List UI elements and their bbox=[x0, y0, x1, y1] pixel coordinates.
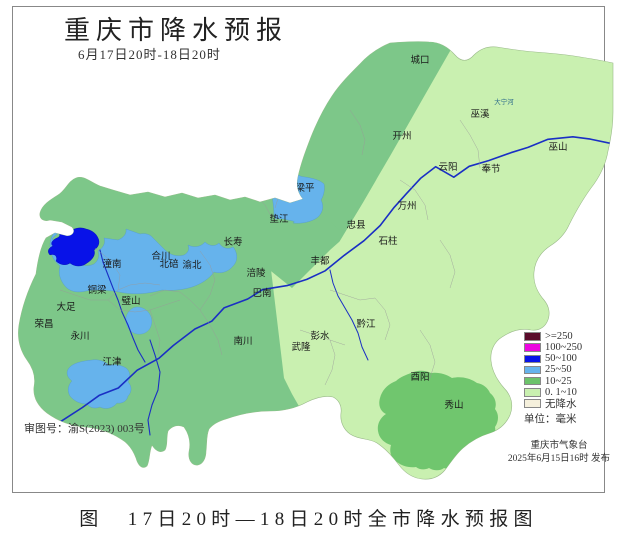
svg-text:忠县: 忠县 bbox=[346, 220, 365, 231]
svg-text:秀山: 秀山 bbox=[444, 399, 463, 411]
svg-text:永川: 永川 bbox=[70, 330, 89, 342]
svg-text:万州: 万州 bbox=[397, 201, 416, 212]
svg-text:彭水: 彭水 bbox=[310, 330, 330, 342]
svg-text:渝北: 渝北 bbox=[182, 259, 202, 271]
svg-text:石柱: 石柱 bbox=[378, 235, 398, 247]
svg-text:巴南: 巴南 bbox=[252, 287, 271, 299]
svg-text:巫溪: 巫溪 bbox=[470, 108, 490, 120]
svg-text:合川: 合川 bbox=[151, 250, 170, 262]
svg-text:奉节: 奉节 bbox=[481, 163, 500, 175]
svg-text:铜梁: 铜梁 bbox=[87, 284, 107, 296]
svg-text:武隆: 武隆 bbox=[291, 341, 311, 353]
svg-text:南川: 南川 bbox=[233, 335, 252, 347]
svg-text:荣昌: 荣昌 bbox=[34, 318, 53, 330]
svg-text:大足: 大足 bbox=[56, 301, 76, 313]
svg-text:大宁河: 大宁河 bbox=[494, 97, 514, 106]
svg-text:城口: 城口 bbox=[410, 55, 429, 66]
svg-text:黔江: 黔江 bbox=[356, 318, 376, 330]
svg-text:涪陵: 涪陵 bbox=[246, 267, 266, 279]
svg-text:潼南: 潼南 bbox=[102, 258, 121, 270]
svg-text:璧山: 璧山 bbox=[121, 295, 140, 307]
svg-text:长寿: 长寿 bbox=[223, 236, 242, 248]
svg-text:开州: 开州 bbox=[392, 131, 411, 142]
svg-text:江津: 江津 bbox=[102, 357, 122, 368]
svg-text:云阳: 云阳 bbox=[438, 162, 457, 173]
svg-text:垫江: 垫江 bbox=[269, 213, 289, 225]
svg-text:酉阳: 酉阳 bbox=[410, 372, 429, 383]
svg-text:巫山: 巫山 bbox=[548, 142, 567, 153]
svg-text:丰都: 丰都 bbox=[310, 255, 330, 267]
svg-text:梁平: 梁平 bbox=[295, 182, 315, 194]
